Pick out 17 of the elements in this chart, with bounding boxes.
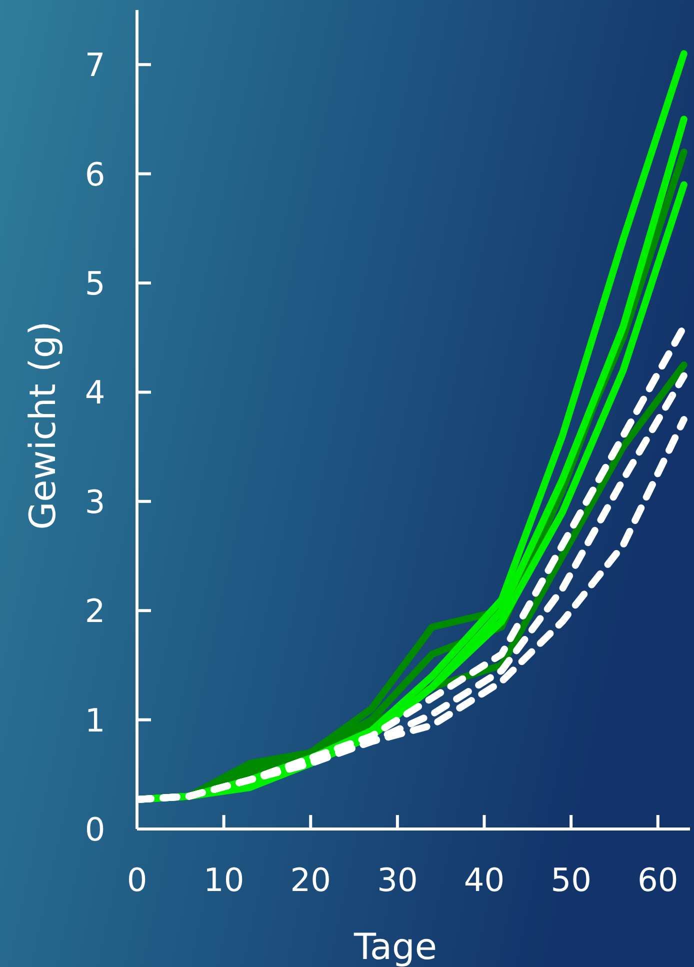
y-tick-label: 5	[84, 264, 106, 303]
x-tick-label: 50	[550, 861, 592, 899]
y-tick-label: 3	[84, 482, 106, 521]
y-tick-label: 2	[84, 592, 106, 630]
y-tick-label: 0	[84, 810, 106, 849]
y-tick-label: 7	[84, 46, 106, 84]
x-tick-label: 60	[638, 861, 678, 899]
x-tick-label: 40	[464, 861, 505, 899]
y-axis-title: Gewicht (g)	[23, 321, 64, 530]
x-tick-label: 30	[377, 861, 418, 899]
x-tick-label: 20	[290, 861, 331, 899]
x-tick-label: 10	[203, 861, 244, 899]
y-tick-label: 1	[84, 701, 106, 740]
y-tick-label: 4	[84, 374, 106, 412]
y-tick-label: 6	[84, 155, 106, 194]
x-axis-title: Tage	[352, 927, 438, 967]
x-tick-label: 0	[126, 861, 148, 899]
